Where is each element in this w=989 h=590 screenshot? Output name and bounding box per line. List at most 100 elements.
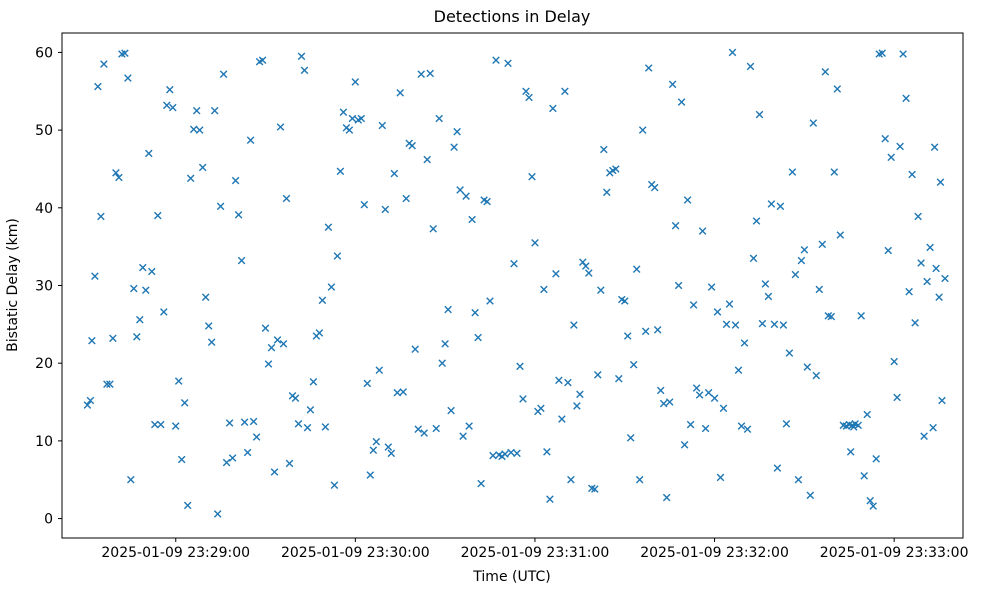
y-tick-label: 30: [35, 279, 53, 295]
detection-marker: [528, 172, 536, 181]
detection-marker: [360, 200, 369, 209]
detection-marker: [471, 308, 479, 317]
detection-marker: [902, 94, 910, 103]
detection-marker: [130, 284, 138, 293]
detection-marker: [899, 50, 907, 58]
detection-marker: [345, 126, 354, 134]
detection-marker: [213, 510, 222, 518]
detection-marker: [671, 221, 680, 230]
detection-marker: [121, 49, 129, 57]
detection-marker: [363, 379, 372, 388]
detection-marker: [881, 134, 889, 143]
detection-marker: [414, 425, 422, 433]
detection-marker: [926, 243, 934, 252]
detection-marker: [582, 262, 590, 270]
detection-marker: [261, 324, 270, 332]
detection-marker: [662, 493, 671, 502]
detection-marker: [749, 254, 758, 263]
detection-marker: [716, 473, 725, 482]
detection-marker: [740, 339, 749, 347]
detection-marker: [701, 424, 710, 433]
detection-marker: [240, 418, 249, 426]
detection-marker: [731, 321, 740, 329]
detection-marker: [836, 231, 845, 239]
detection-marker: [109, 334, 117, 343]
detection-marker: [276, 123, 285, 131]
detection-marker: [665, 398, 674, 406]
detection-marker: [258, 56, 267, 64]
detection-marker: [513, 449, 521, 458]
detection-marker: [300, 66, 309, 75]
detection-marker: [163, 101, 171, 110]
detection-marker: [722, 320, 731, 329]
detection-marker: [309, 378, 318, 386]
detection-marker: [393, 388, 402, 397]
detection-marker: [632, 265, 641, 273]
detection-marker: [932, 264, 940, 273]
detection-marker: [860, 472, 868, 480]
detection-marker: [267, 343, 276, 352]
detection-marker: [785, 349, 794, 357]
detection-marker: [710, 394, 719, 402]
detection-marker: [936, 178, 945, 186]
detection-marker: [133, 333, 141, 341]
detection-marker: [713, 308, 722, 316]
detection-marker: [291, 394, 300, 402]
detection-marker: [734, 366, 743, 374]
x-axis-label: Time (UTC): [472, 569, 550, 585]
detection-marker: [432, 424, 440, 433]
detection-marker: [321, 423, 330, 431]
detection-marker: [935, 293, 943, 301]
detection-marker: [231, 176, 240, 185]
detection-marker: [656, 386, 665, 395]
detection-marker: [698, 227, 707, 235]
detection-marker: [800, 246, 809, 254]
detection-marker: [803, 363, 812, 371]
detection-marker: [809, 119, 818, 127]
detection-marker: [207, 338, 216, 346]
detection-marker: [219, 70, 228, 78]
detection-marker: [459, 432, 467, 440]
detection-marker: [285, 459, 294, 468]
detection-marker: [615, 374, 623, 383]
detection-marker: [456, 186, 464, 194]
detection-marker: [423, 155, 431, 164]
detection-marker: [279, 340, 288, 348]
detection-marker: [872, 455, 880, 463]
detection-marker: [621, 297, 629, 305]
detection-marker: [878, 49, 886, 57]
detection-marker: [243, 448, 252, 457]
detection-marker: [303, 423, 312, 432]
detection-marker: [570, 321, 578, 329]
detection-marker: [659, 399, 668, 408]
detection-marker: [510, 259, 518, 268]
detection-marker: [743, 425, 752, 433]
detection-marker: [668, 80, 677, 89]
detection-marker: [183, 501, 192, 510]
detection-marker: [504, 59, 512, 68]
detection-marker: [930, 143, 939, 151]
y-tick-label: 40: [35, 201, 53, 217]
detection-marker: [124, 74, 132, 82]
detection-marker: [755, 110, 764, 119]
detection-marker: [638, 126, 647, 134]
detection-marker: [225, 419, 234, 427]
detection-marker: [486, 297, 494, 305]
detection-marker: [324, 223, 333, 231]
detection-marker: [294, 420, 303, 428]
detection-marker: [94, 82, 102, 91]
detection-marker: [408, 141, 416, 150]
detection-marker: [151, 420, 159, 429]
detection-marker: [160, 308, 168, 316]
detection-marker: [489, 451, 497, 460]
detection-marker: [387, 449, 396, 458]
detection-marker: [626, 434, 635, 442]
detection-marker: [549, 104, 557, 113]
detection-marker: [384, 443, 393, 451]
detection-marker: [941, 274, 949, 283]
detection-marker: [297, 52, 306, 61]
detection-marker: [399, 388, 407, 396]
detection-marker: [522, 87, 530, 96]
detection-marker: [635, 475, 644, 484]
detection-marker: [148, 267, 156, 276]
